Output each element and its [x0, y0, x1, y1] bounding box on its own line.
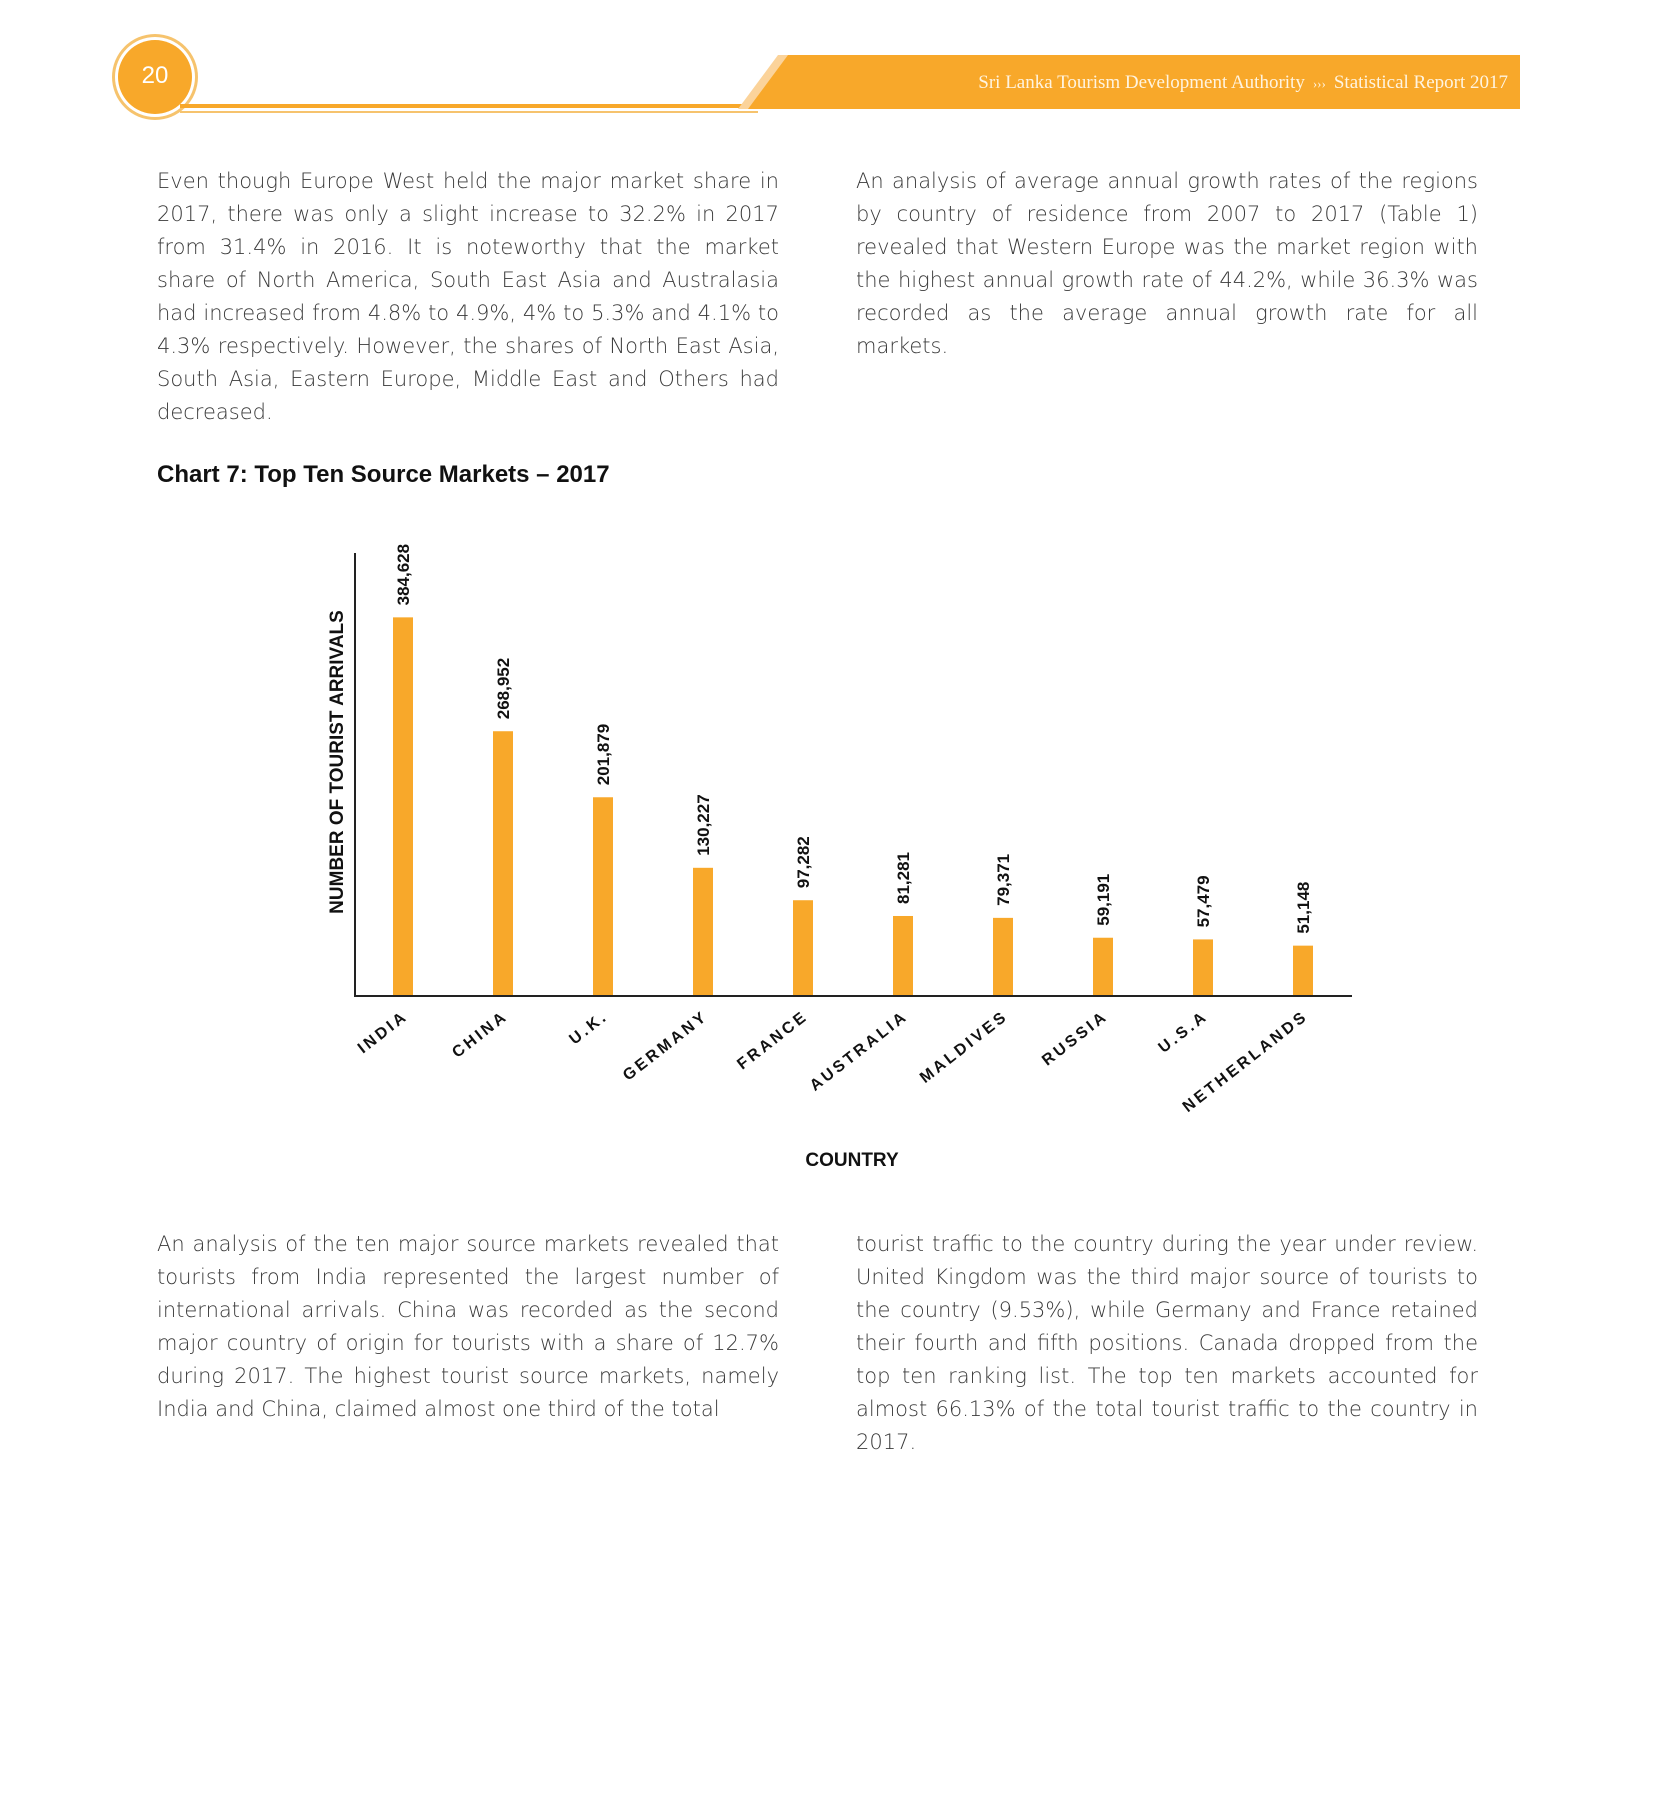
category-label: MALDIVES — [917, 1008, 1012, 1087]
bar-netherlands — [1293, 945, 1313, 996]
value-label: 384,628 — [394, 544, 413, 605]
header-rule-secondary — [180, 111, 758, 113]
bar-india — [393, 617, 413, 996]
value-label: 57,479 — [1194, 875, 1213, 927]
y-axis-title: NUMBER OF TOURIST ARRIVALS — [327, 610, 348, 914]
paragraph-market-share: Even though Europe West held the major m… — [157, 169, 779, 424]
paragraph-traffic-share: tourist traffic to the country during th… — [856, 1232, 1478, 1454]
x-axis-title: COUNTRY — [805, 1150, 899, 1171]
value-label: 268,952 — [494, 658, 513, 719]
chart-title: Chart 7: Top Ten Source Markets – 2017 — [157, 461, 610, 488]
bar-australia — [893, 915, 913, 996]
page-number: 20 — [141, 62, 169, 89]
bar-u-s-a — [1193, 939, 1213, 996]
category-label: CHINA — [449, 1008, 511, 1062]
running-header: Sri Lanka Tourism Development Authority ›… — [788, 72, 1508, 94]
value-label: 201,879 — [594, 724, 613, 785]
paragraph-source-markets: An analysis of the ten major source mark… — [157, 1232, 779, 1421]
category-label: RUSSIA — [1039, 1008, 1111, 1070]
bar-russia — [1093, 937, 1113, 996]
header-band — [748, 55, 1520, 109]
value-label: 81,281 — [894, 852, 913, 904]
category-label: INDIA — [355, 1008, 412, 1057]
bar-germany — [693, 867, 713, 996]
category-label: U.K. — [566, 1008, 611, 1048]
value-label: 79,371 — [994, 854, 1013, 906]
bar-maldives — [993, 917, 1013, 996]
header-rule — [180, 104, 758, 108]
value-label: 51,148 — [1294, 882, 1313, 934]
page-number-badge — [118, 40, 192, 114]
header-report: Statistical Report 2017 — [1333, 72, 1508, 93]
category-label: AUSTRALIA — [807, 1008, 912, 1095]
category-label: FRANCE — [734, 1008, 811, 1074]
value-label: 97,282 — [794, 836, 813, 888]
bar-u-k — [593, 797, 613, 996]
value-label: 130,227 — [694, 794, 713, 855]
bar-france — [793, 900, 813, 996]
header-org: Sri Lanka Tourism Development Authority — [978, 72, 1305, 93]
bar-china — [493, 731, 513, 996]
chart-bars — [393, 617, 1313, 996]
paragraph-growth-rates: An analysis of average annual growth rat… — [856, 169, 1478, 358]
category-label: U.S.A — [1156, 1008, 1212, 1057]
category-label: GERMANY — [620, 1008, 711, 1085]
header-separator: ››› — [1312, 76, 1326, 91]
value-label: 59,191 — [1094, 874, 1113, 926]
